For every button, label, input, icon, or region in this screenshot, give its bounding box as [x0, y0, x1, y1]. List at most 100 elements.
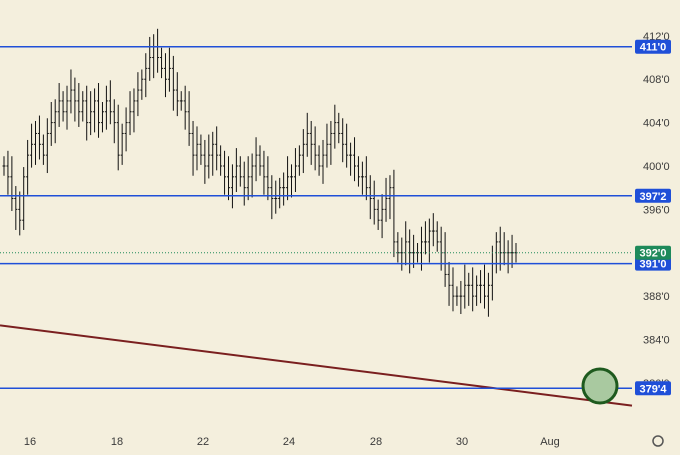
price-badges: 411'0 397'2 391'0 379'4 392'0 [635, 39, 671, 396]
price-bar [270, 175, 274, 220]
price-bar [234, 148, 238, 193]
price-bar [333, 104, 337, 149]
price-bar [321, 139, 325, 184]
badge-bg [635, 245, 671, 260]
price-bar [199, 134, 203, 165]
price-bar [290, 164, 294, 198]
price-bar [97, 83, 101, 138]
price-bar [242, 161, 246, 206]
price-bar [455, 286, 459, 306]
price-bar [353, 137, 357, 182]
price-bar [368, 175, 372, 220]
badge-bg [635, 39, 671, 54]
x-tick-label: 18 [111, 436, 123, 448]
chart-settings-button[interactable] [652, 435, 664, 447]
price-bar [100, 102, 104, 133]
price-bar [482, 264, 486, 309]
price-bar [22, 167, 26, 230]
price-bar [57, 83, 61, 127]
price-bar [81, 91, 85, 122]
price-bar [53, 99, 57, 144]
price-bar [37, 115, 41, 160]
price-bar [120, 123, 124, 165]
badge-label: 392'0 [639, 248, 666, 260]
price-bar [435, 221, 439, 252]
y-tick-label: 388'0 [643, 291, 670, 303]
price-bar [431, 213, 435, 247]
price-bar [282, 172, 286, 206]
trendline [0, 324, 633, 407]
price-bar [203, 139, 207, 184]
gear-icon[interactable] [652, 435, 664, 447]
price-bar [10, 156, 14, 211]
x-tick-label: 24 [283, 436, 295, 448]
price-bar [356, 156, 360, 187]
price-bar [467, 272, 471, 306]
price-bar [30, 123, 34, 168]
price-bar [309, 120, 313, 165]
price-bar [195, 126, 199, 171]
price-bar [18, 191, 22, 236]
price-bar [230, 164, 234, 209]
price-bar [226, 156, 230, 201]
price-bar [463, 264, 467, 309]
price-bar [250, 153, 254, 198]
horizontal-levels [0, 45, 632, 390]
price-bar [305, 112, 309, 157]
price-bar [124, 107, 128, 152]
price-bar [171, 55, 175, 111]
price-bar [6, 150, 10, 195]
badge-bg [635, 188, 671, 203]
price-bar [238, 156, 242, 187]
price-bar [345, 123, 349, 168]
price-bar [93, 88, 97, 133]
price-bar [215, 126, 219, 171]
price-bar [364, 156, 368, 201]
price-bar [254, 137, 258, 182]
price-bar [246, 156, 250, 201]
price-bar [337, 112, 341, 144]
price-bar [179, 91, 183, 111]
price-bar [112, 99, 116, 144]
x-tick-label: 22 [197, 436, 209, 448]
price-bar [104, 85, 108, 130]
price-bar [163, 53, 167, 98]
price-bar [26, 139, 30, 195]
price-bar [274, 180, 278, 214]
price-bar [475, 275, 479, 306]
price-bar [360, 161, 364, 195]
price-bar [132, 88, 136, 133]
price-bar [341, 118, 345, 163]
price-bar [258, 145, 262, 176]
price-bar [167, 47, 171, 92]
price-bars [2, 28, 518, 317]
price-bar [116, 104, 120, 171]
price-bar [329, 120, 333, 165]
trend-layer [0, 324, 633, 407]
price-bar [278, 177, 282, 209]
price-bar [297, 145, 301, 176]
price-bar [380, 194, 384, 239]
price-bar [262, 150, 266, 195]
price-bar [85, 85, 89, 141]
price-bar [49, 102, 53, 146]
price-bar [73, 77, 77, 122]
x-tick-label: 30 [456, 436, 468, 448]
y-tick-label: 396'0 [643, 204, 670, 216]
price-bar [175, 72, 179, 117]
price-bar [376, 199, 380, 230]
price-bar [447, 261, 451, 306]
price-bar [392, 169, 396, 258]
price-bar [266, 156, 270, 201]
last-price-badge: 392'0 [635, 245, 671, 260]
price-bar [148, 36, 152, 81]
price-bar [144, 53, 148, 98]
price-bar [2, 156, 6, 176]
level-badge: 379'4 [635, 381, 671, 396]
price-bar [65, 85, 69, 130]
price-bar [313, 126, 317, 171]
price-bar [34, 120, 38, 165]
